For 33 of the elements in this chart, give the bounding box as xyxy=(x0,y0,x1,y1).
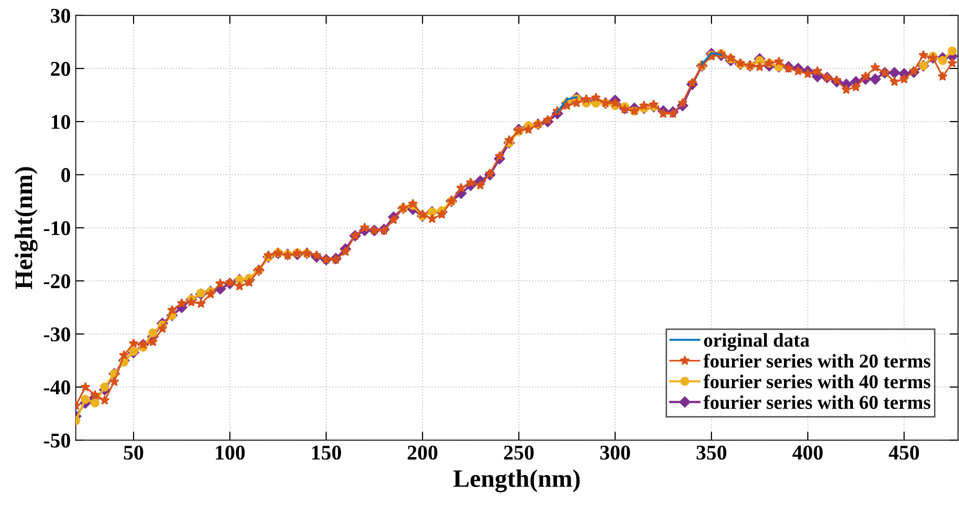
y-tick-label: -40 xyxy=(44,380,70,394)
point xyxy=(148,328,158,338)
x-tick-label: 400 xyxy=(792,446,823,460)
x-tick-label: 300 xyxy=(600,446,630,460)
x-tick-label: 50 xyxy=(124,446,144,460)
point xyxy=(80,394,90,404)
point xyxy=(129,346,138,356)
x-tick-label: 250 xyxy=(504,446,534,460)
y-tick-label: 10 xyxy=(52,114,70,130)
legend-label: fourier series with 60 terms xyxy=(703,395,930,410)
legend-label: original data xyxy=(704,333,810,351)
x-tick-label: 200 xyxy=(408,446,438,460)
y-tick-label: 20 xyxy=(50,62,70,76)
x-tick-label: 100 xyxy=(216,446,245,460)
y-tick-label: 30 xyxy=(50,8,70,23)
x-tick-label: 450 xyxy=(888,446,919,460)
legend-label: fourier series with 20 terms xyxy=(703,354,930,368)
point xyxy=(938,56,948,66)
point xyxy=(196,288,206,298)
y-tick-label: -10 xyxy=(44,221,70,236)
y-axis-title: Height(nm) xyxy=(14,167,38,290)
x-tick-label: 350 xyxy=(696,446,726,460)
y-tick-label: -20 xyxy=(44,274,70,288)
point xyxy=(755,56,764,66)
x-axis-title: Length(nm) xyxy=(453,469,580,492)
point xyxy=(90,398,100,408)
point xyxy=(100,382,110,392)
y-tick-label: -50 xyxy=(44,434,70,448)
y-tick-label: 0 xyxy=(61,168,70,182)
x-tick-label: 150 xyxy=(312,446,342,460)
y-tick-label: -30 xyxy=(44,327,70,342)
legend-label: fourier series with 40 terms xyxy=(703,374,930,388)
point xyxy=(948,46,957,56)
